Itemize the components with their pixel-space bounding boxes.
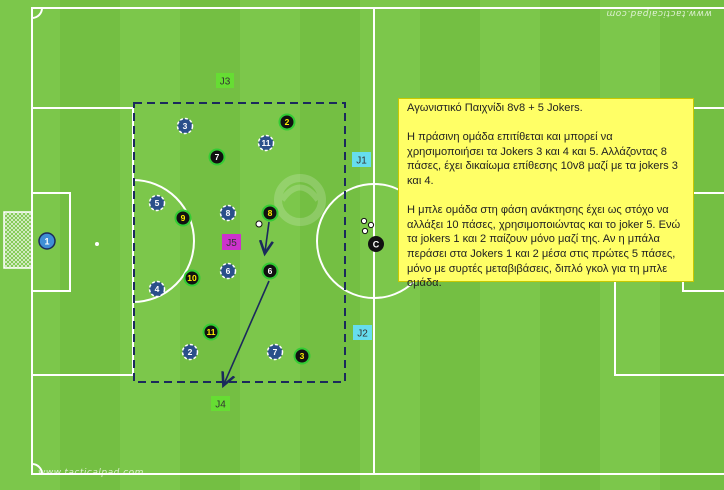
svg-text:7: 7 [215, 152, 220, 162]
blue-team: 3 11 5 8 6 4 2 7 [148, 117, 284, 361]
penalty-spot-left [95, 242, 99, 246]
coach: C [368, 236, 384, 252]
blue-player-8: 8 [219, 204, 237, 222]
green-player-11: 11 [202, 323, 220, 341]
green-player-8: 8 [261, 204, 279, 222]
svg-text:9: 9 [181, 213, 186, 223]
green-player-2: 2 [278, 113, 296, 131]
svg-text:7: 7 [273, 347, 278, 357]
green-player-6: 6 [261, 262, 279, 280]
blue-player-6: 6 [219, 262, 237, 280]
svg-text:J4: J4 [215, 400, 226, 411]
instructions-note: Αγωνιστικό Παιχνίδι 8v8 + 5 Jokers. Η πρ… [398, 98, 694, 289]
joker-j5: J5 [222, 234, 241, 250]
svg-text:2: 2 [285, 117, 290, 127]
svg-text:6: 6 [268, 266, 273, 276]
svg-text:3: 3 [183, 121, 188, 131]
svg-text:11: 11 [262, 138, 271, 148]
corner-arc-bottom-left [31, 463, 43, 475]
green-team: 2 7 9 8 10 6 11 3 [174, 113, 311, 365]
joker-j4: J4 [211, 396, 230, 411]
watermark-top: www.tacticalpad.com [606, 8, 712, 18]
blue-player-4: 4 [148, 280, 166, 298]
blue-player-7: 7 [266, 343, 284, 361]
svg-text:2: 2 [188, 347, 193, 357]
green-player-7: 7 [208, 148, 226, 166]
balls [255, 217, 375, 235]
blue-player-5: 5 [148, 194, 166, 212]
joker-j3: J3 [216, 73, 234, 88]
svg-text:J5: J5 [226, 238, 237, 249]
note-paragraph-blue: Η μπλε ομάδα στη φάση ανάκτησης έχει ως … [407, 204, 681, 290]
blue-player-11: 11 [257, 134, 275, 152]
note-title: Αγωνιστικό Παιχνίδι 8v8 + 5 Jokers. [407, 102, 583, 114]
svg-text:J3: J3 [220, 77, 231, 88]
svg-text:4: 4 [155, 284, 160, 294]
svg-text:8: 8 [268, 208, 273, 218]
joker-j1: J1 [352, 152, 371, 167]
svg-text:1: 1 [44, 237, 49, 247]
watermark-bottom: www.tacticalpad.com [38, 468, 144, 478]
svg-text:10: 10 [187, 273, 197, 283]
ball [361, 227, 369, 235]
svg-text:J1: J1 [356, 156, 367, 167]
pass-arrow-2 [224, 280, 270, 384]
goalkeeper: 1 [38, 232, 56, 250]
svg-text:C: C [373, 240, 380, 250]
ball [255, 220, 263, 228]
note-paragraph-green: Η πράσινη ομάδα επιτίθεται και μπορεί να… [407, 131, 678, 187]
green-player-10: 10 [183, 269, 201, 287]
joker-j2: J2 [353, 325, 372, 340]
svg-text:5: 5 [155, 198, 160, 208]
blue-player-3: 3 [176, 117, 194, 135]
svg-text:3: 3 [300, 351, 305, 361]
svg-text:J2: J2 [357, 329, 368, 340]
training-area [133, 102, 346, 383]
svg-text:6: 6 [226, 266, 231, 276]
corner-arc-top-left [31, 7, 43, 19]
ball [360, 217, 368, 225]
green-player-9: 9 [174, 209, 192, 227]
blue-player-2: 2 [181, 343, 199, 361]
green-player-3: 3 [293, 347, 311, 365]
center-logo [274, 174, 326, 226]
pass-arrow-1 [265, 221, 269, 252]
svg-text:11: 11 [207, 327, 216, 337]
goal-left [3, 211, 33, 269]
ball [367, 221, 375, 229]
svg-text:8: 8 [226, 208, 231, 218]
